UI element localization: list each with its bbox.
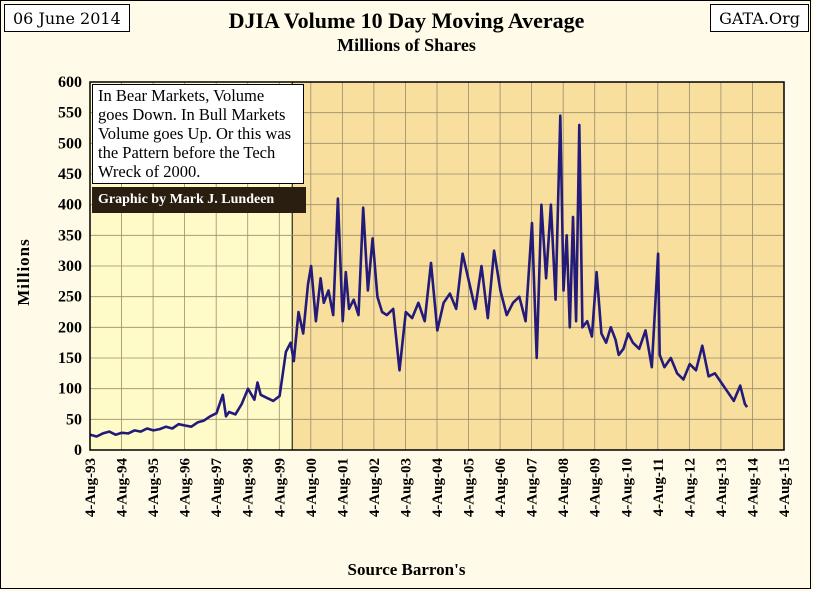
x-tick-label: 4-Aug-94 [115,458,131,518]
x-tick-label: 4-Aug-12 [682,458,698,517]
series-line-0 [89,114,749,438]
x-tick-label: 4-Aug-03 [398,458,414,517]
x-tick-label: 4-Aug-04 [430,458,446,518]
y-tick-label: 0 [74,442,82,459]
x-tick-label: 4-Aug-14 [745,458,761,518]
x-tick-labels: 4-Aug-93 4-Aug-94 4-Aug-95 4-Aug-96 4-Aug-97… [83,458,793,518]
x-tick-label: 4-Aug-01 [335,458,351,517]
x-tick-label: 4-Aug-06 [493,458,509,518]
y-axis-label: Millions [14,238,33,306]
x-tick-label: 4-Aug-07 [525,458,541,518]
chart-subtitle: Millions of Shares [337,35,476,55]
series-line [89,114,749,438]
x-tick-label: 4-Aug-96 [178,458,194,518]
x-tick-label: 4-Aug-09 [588,458,604,517]
plot-border [89,81,785,451]
x-tick-label: 4-Aug-08 [556,458,572,517]
y-tick-label: 50 [66,411,82,428]
x-axis-label: Source Barron's [347,560,466,579]
y-tick-label: 150 [58,350,82,367]
x-tick-label: 4-Aug-97 [209,458,225,518]
y-tick-label: 350 [58,227,82,244]
x-tick-label: 4-Aug-15 [777,458,793,517]
y-tick-label: 600 [58,74,82,91]
date-label: 06 June 2014 [4,4,130,32]
x-tick-label: 4-Aug-10 [619,458,635,517]
y-tick-label: 550 [58,105,82,122]
y-tick-label: 300 [58,258,82,275]
y-tick-label: 250 [58,289,82,306]
x-tick-label: 4-Aug-98 [241,458,257,517]
source-site-label: GATA.Org [710,4,809,32]
y-tick-labels: 0 50 100 150 200 250 300 350 400 450 500 550 600 [58,74,82,459]
y-tick-label: 400 [58,197,82,214]
x-tick-label: 4-Aug-05 [462,458,478,517]
x-tick-label: 4-Aug-93 [83,458,99,517]
x-tick-label: 4-Aug-00 [304,458,320,517]
x-tick-label: 4-Aug-02 [367,458,383,517]
x-tick-label: 4-Aug-95 [146,458,162,517]
chart-title: DJIA Volume 10 Day Moving Average [228,8,585,33]
y-tick-label: 500 [58,135,82,152]
y-tick-label: 100 [58,381,82,398]
annotation-note: In Bear Markets, Volume goes Down. In Bu… [92,84,304,184]
x-tick-label: 4-Aug-13 [714,458,730,517]
x-tick-label: 4-Aug-11 [651,458,667,516]
credit-label: Graphic by Mark J. Lundeen [92,187,306,213]
y-tick-label: 200 [58,319,82,336]
x-tick-label: 4-Aug-99 [272,458,288,517]
y-tick-label: 450 [58,166,82,183]
